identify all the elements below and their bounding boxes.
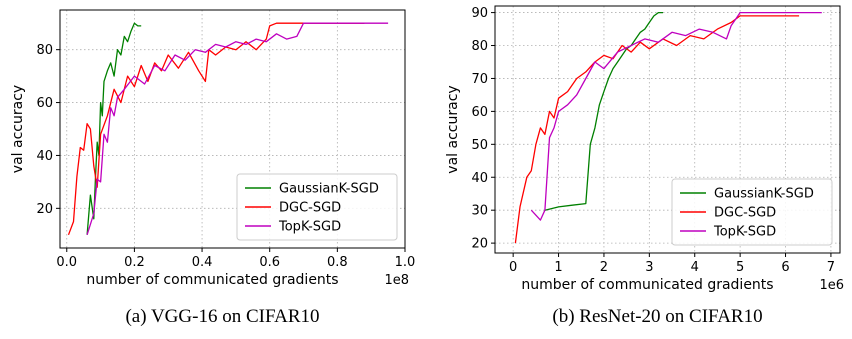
y-tick-label: 90 bbox=[471, 6, 488, 21]
y-tick-label: 60 bbox=[471, 105, 488, 120]
legend-label: DGC-SGD bbox=[279, 201, 341, 216]
legend: GaussianK-SGD DGC-SGD TopK-SGD bbox=[671, 178, 833, 246]
x-axis-label: number of communicated gradients bbox=[521, 277, 773, 293]
legend-label: TopK-SGD bbox=[278, 220, 341, 235]
legend-label: DGC-SGD bbox=[714, 206, 776, 221]
y-axis-label: val accuracy bbox=[10, 85, 26, 173]
y-tick-label: 60 bbox=[36, 96, 53, 111]
x-tick-label: 0.6 bbox=[259, 255, 280, 270]
x-tick-label: 3 bbox=[645, 260, 653, 275]
y-tick-label: 80 bbox=[36, 43, 53, 58]
plot-frame bbox=[494, 5, 841, 254]
x-tick-label: 2 bbox=[600, 260, 608, 275]
series-line-dgc-sgd bbox=[67, 22, 365, 236]
caption: (a) VGG-16 on CIFAR10 bbox=[125, 306, 319, 327]
series-line-topk-sgd bbox=[530, 11, 822, 221]
x-tick-label: 0.8 bbox=[327, 255, 348, 270]
x-tick-label: 7 bbox=[827, 260, 835, 275]
x-tick-label: 5 bbox=[736, 260, 744, 275]
legend-box bbox=[236, 173, 398, 241]
chart-resnet20: 0 1 2 3 4 5 6 7 20 30 40 50 60 70 80 90 val accuracy nu… bbox=[445, 5, 844, 327]
y-tick-label: 20 bbox=[471, 237, 488, 252]
x-tick-label: 1 bbox=[554, 260, 562, 275]
x-tick-label: 0.2 bbox=[124, 255, 145, 270]
legend: GaussianK-SGD DGC-SGD TopK-SGD bbox=[236, 173, 398, 241]
series-line-dgc-sgd bbox=[514, 15, 800, 244]
x-tick-label: 6 bbox=[781, 260, 789, 275]
y-tick-label: 40 bbox=[36, 149, 53, 164]
x-axis-multiplier: 1e8 bbox=[384, 273, 409, 288]
legend-label: GaussianK-SGD bbox=[714, 187, 814, 202]
y-tick-label: 30 bbox=[471, 204, 488, 219]
y-tick-label: 50 bbox=[471, 138, 488, 153]
y-tick-label: 80 bbox=[471, 39, 488, 54]
caption: (b) ResNet-20 on CIFAR10 bbox=[552, 306, 762, 327]
x-tick-label: 4 bbox=[691, 260, 699, 275]
x-tick-label: 0.0 bbox=[56, 255, 77, 270]
x-axis-label: number of communicated gradients bbox=[86, 272, 338, 288]
series-line-gaussiank-sgd bbox=[544, 11, 663, 211]
series-line-gaussiank-sgd bbox=[86, 22, 142, 235]
series-line-topk-sgd bbox=[86, 22, 389, 235]
y-tick-label: 70 bbox=[471, 72, 488, 87]
plot-frame bbox=[59, 9, 406, 249]
x-axis-multiplier: 1e6 bbox=[819, 278, 844, 293]
legend-label: GaussianK-SGD bbox=[279, 182, 379, 197]
legend-box bbox=[671, 178, 833, 246]
x-tick-label: 1.0 bbox=[395, 255, 416, 270]
y-tick-label: 20 bbox=[36, 202, 53, 217]
y-axis-label: val accuracy bbox=[445, 85, 461, 173]
legend-label: TopK-SGD bbox=[713, 225, 776, 240]
x-tick-label: 0.4 bbox=[192, 255, 213, 270]
y-tick-label: 40 bbox=[471, 171, 488, 186]
x-tick-label: 0 bbox=[509, 260, 517, 275]
